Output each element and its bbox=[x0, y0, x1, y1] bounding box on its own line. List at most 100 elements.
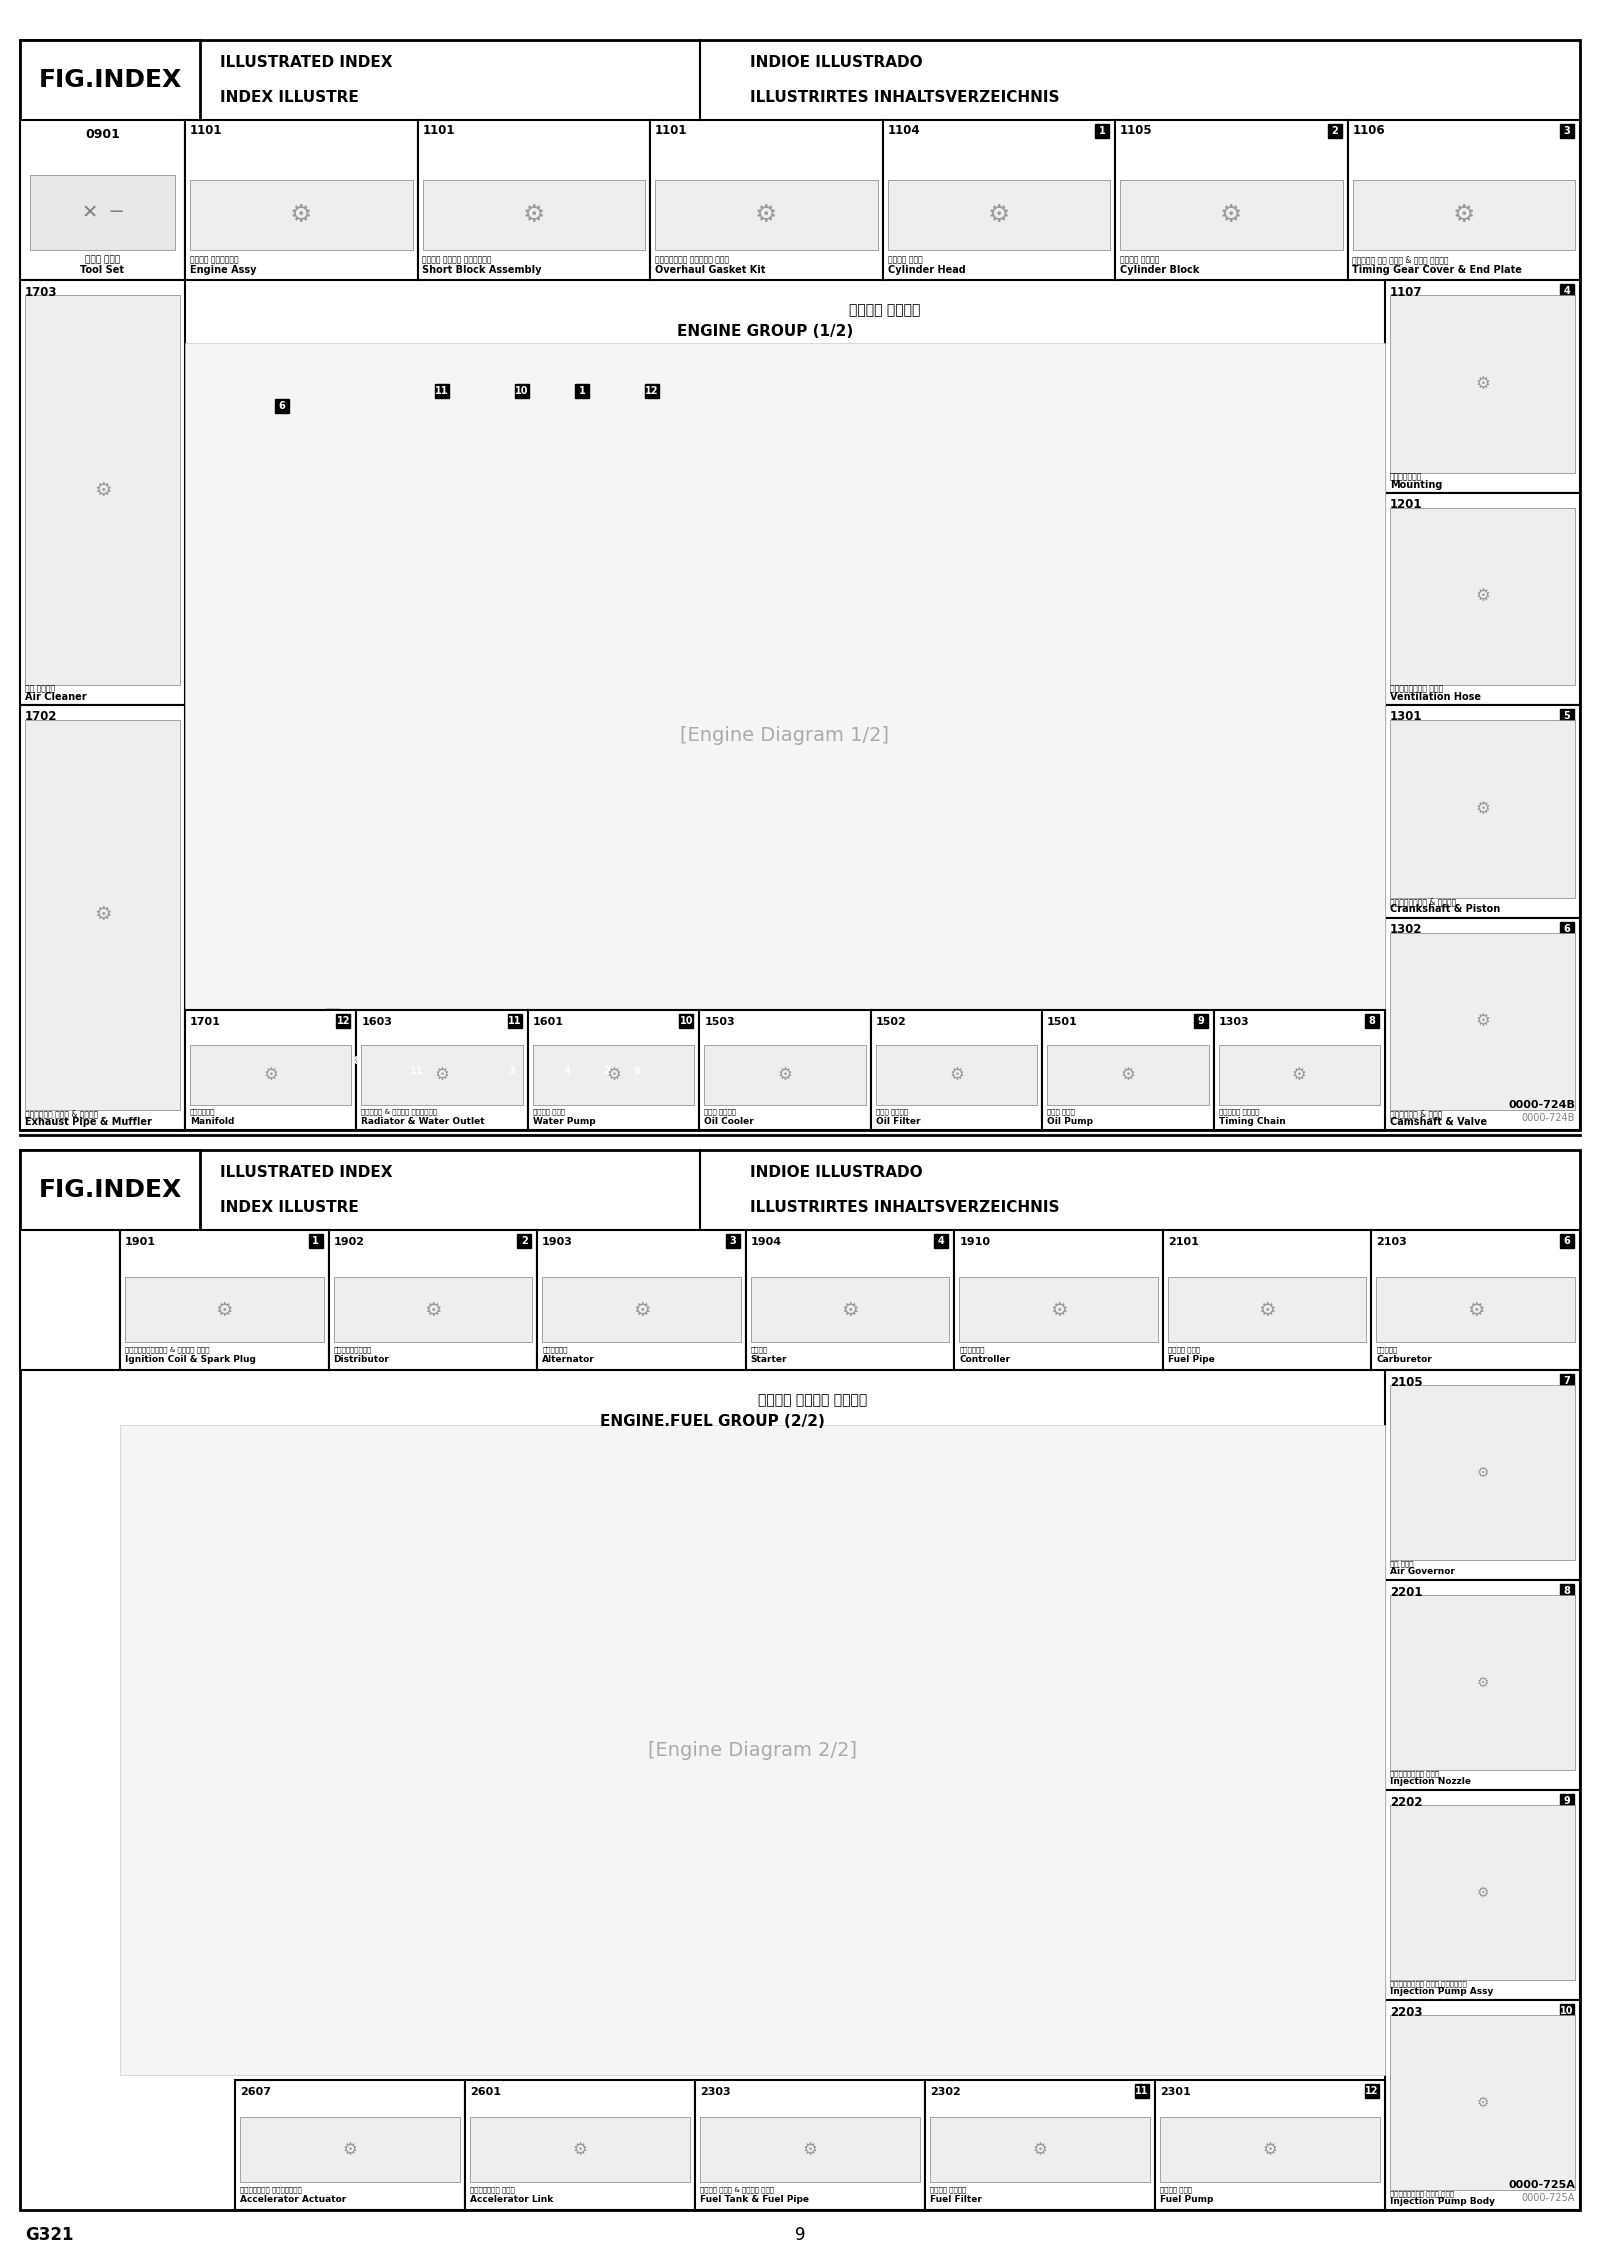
Bar bbox=[418, 120, 650, 280]
Text: 1603: 1603 bbox=[362, 1017, 392, 1026]
Text: フュエル パイプ: フュエル パイプ bbox=[1168, 1347, 1200, 1354]
Text: 1910: 1910 bbox=[960, 1236, 990, 1248]
Text: 1: 1 bbox=[312, 1236, 318, 1245]
Bar bbox=[190, 1044, 352, 1105]
Text: Accelerator Link: Accelerator Link bbox=[470, 2194, 554, 2204]
Bar bbox=[1390, 1596, 1574, 1770]
Text: ⚙: ⚙ bbox=[842, 1300, 859, 1320]
Bar bbox=[925, 2079, 1155, 2210]
Text: 1107: 1107 bbox=[1390, 285, 1422, 298]
Text: マニホールド: マニホールド bbox=[190, 1110, 216, 1114]
Text: ⚙: ⚙ bbox=[342, 2140, 357, 2158]
Text: INDEX ILLUSTRE: INDEX ILLUSTRE bbox=[221, 1200, 358, 1216]
Text: オイル クーラー: オイル クーラー bbox=[704, 1110, 736, 1114]
Text: 2: 2 bbox=[603, 1067, 610, 1076]
Bar bbox=[1163, 1229, 1371, 1370]
Bar bbox=[726, 1234, 739, 1248]
Bar bbox=[1352, 181, 1574, 251]
Text: 2202: 2202 bbox=[1390, 1794, 1422, 1808]
Text: 2302: 2302 bbox=[930, 2086, 960, 2097]
Bar bbox=[515, 384, 530, 398]
Bar bbox=[517, 1234, 531, 1248]
Text: [Engine Diagram 2/2]: [Engine Diagram 2/2] bbox=[648, 1740, 858, 1761]
Text: 11: 11 bbox=[1136, 2086, 1149, 2095]
Bar bbox=[1386, 493, 1581, 705]
Bar bbox=[333, 1277, 533, 1342]
Text: 2301: 2301 bbox=[1160, 2086, 1190, 2097]
Text: 11: 11 bbox=[410, 1067, 424, 1076]
Text: インジェクション ポンプ アッセンブリ: インジェクション ポンプ アッセンブリ bbox=[1390, 1980, 1467, 1987]
Text: タイミング ギヤ カバー & エンド プレート: タイミング ギヤ カバー & エンド プレート bbox=[1352, 255, 1450, 264]
Text: 12: 12 bbox=[1365, 2086, 1379, 2095]
Text: 6: 6 bbox=[1563, 1236, 1570, 1245]
Text: ⚙: ⚙ bbox=[1291, 1067, 1307, 1085]
Text: ⚙: ⚙ bbox=[1453, 203, 1475, 226]
Text: ILLUSTRIRTES INHALTSVERZEICHNIS: ILLUSTRIRTES INHALTSVERZEICHNIS bbox=[750, 90, 1059, 106]
Text: ILLUSTRATED INDEX: ILLUSTRATED INDEX bbox=[221, 54, 392, 70]
Bar bbox=[26, 296, 179, 685]
Bar bbox=[560, 1064, 574, 1078]
Bar bbox=[1365, 2084, 1379, 2097]
Text: 2201: 2201 bbox=[1390, 1587, 1422, 1598]
Bar bbox=[1194, 1015, 1208, 1028]
Bar bbox=[883, 120, 1115, 280]
Text: ベンチレーション ホース: ベンチレーション ホース bbox=[1390, 685, 1443, 694]
Bar bbox=[30, 174, 174, 251]
Text: Fuel Pump: Fuel Pump bbox=[1160, 2194, 1213, 2204]
Bar bbox=[930, 2118, 1150, 2181]
Text: 1701: 1701 bbox=[190, 1017, 221, 1026]
Text: Air Governor: Air Governor bbox=[1390, 1568, 1454, 1577]
Text: 9: 9 bbox=[1197, 1017, 1203, 1026]
Text: 4: 4 bbox=[938, 1236, 944, 1245]
Bar bbox=[1213, 1010, 1386, 1130]
Bar bbox=[1386, 1370, 1581, 1580]
Text: 2303: 2303 bbox=[701, 2086, 731, 2097]
Text: 12: 12 bbox=[336, 1017, 350, 1026]
Bar bbox=[888, 181, 1110, 251]
Bar bbox=[699, 1010, 870, 1130]
Bar bbox=[466, 2079, 694, 2210]
Text: ⚙: ⚙ bbox=[803, 2140, 818, 2158]
Text: ⚙: ⚙ bbox=[1477, 1675, 1488, 1690]
Text: ⚙: ⚙ bbox=[1475, 588, 1490, 606]
Bar bbox=[1390, 2016, 1574, 2190]
Bar bbox=[1560, 1794, 1574, 1808]
Text: Fuel Tank & Fuel Pipe: Fuel Tank & Fuel Pipe bbox=[701, 2194, 810, 2204]
Text: 10: 10 bbox=[515, 386, 528, 396]
Text: 0901: 0901 bbox=[85, 129, 120, 142]
Text: Oil Cooler: Oil Cooler bbox=[704, 1116, 754, 1125]
Text: 6: 6 bbox=[1563, 924, 1570, 933]
Text: 0000-724B: 0000-724B bbox=[1509, 1101, 1574, 1110]
Text: 10: 10 bbox=[1560, 2007, 1574, 2016]
Text: 1902: 1902 bbox=[333, 1236, 365, 1248]
Text: ⚙: ⚙ bbox=[1477, 1464, 1488, 1480]
Text: Injection Nozzle: Injection Nozzle bbox=[1390, 1779, 1470, 1785]
Bar bbox=[1168, 1277, 1366, 1342]
Text: 2: 2 bbox=[1331, 127, 1338, 136]
Text: 2607: 2607 bbox=[240, 2086, 270, 2097]
Bar bbox=[542, 1277, 741, 1342]
Text: Injection Pump Assy: Injection Pump Assy bbox=[1390, 1987, 1493, 1996]
Text: 2601: 2601 bbox=[470, 2086, 501, 2097]
Text: インジェクション ポンプ ボディ: インジェクション ポンプ ボディ bbox=[1390, 2190, 1454, 2197]
Bar bbox=[934, 1234, 949, 1248]
Text: 0000-724B: 0000-724B bbox=[1522, 1112, 1574, 1123]
Bar bbox=[1160, 2118, 1379, 2181]
Text: ウォータ ポンプ: ウォータ ポンプ bbox=[533, 1110, 565, 1114]
Bar bbox=[1347, 120, 1581, 280]
Bar bbox=[186, 344, 1386, 1128]
Bar bbox=[422, 181, 645, 251]
Bar bbox=[701, 2118, 920, 2181]
Bar bbox=[275, 400, 290, 414]
Text: エキゾースト パイプ & マフラー: エキゾースト パイプ & マフラー bbox=[26, 1110, 98, 1119]
Bar bbox=[1219, 1044, 1379, 1105]
Text: 3: 3 bbox=[730, 1236, 736, 1245]
Bar bbox=[125, 1277, 323, 1342]
Bar bbox=[1390, 1385, 1574, 1559]
Bar bbox=[1155, 2079, 1386, 2210]
Bar bbox=[1365, 1015, 1379, 1028]
Text: 1104: 1104 bbox=[888, 124, 920, 136]
Text: イグニッションコイル & スパーク プラグ: イグニッションコイル & スパーク プラグ bbox=[125, 1347, 210, 1354]
Bar bbox=[574, 384, 589, 398]
Bar bbox=[240, 2118, 461, 2181]
